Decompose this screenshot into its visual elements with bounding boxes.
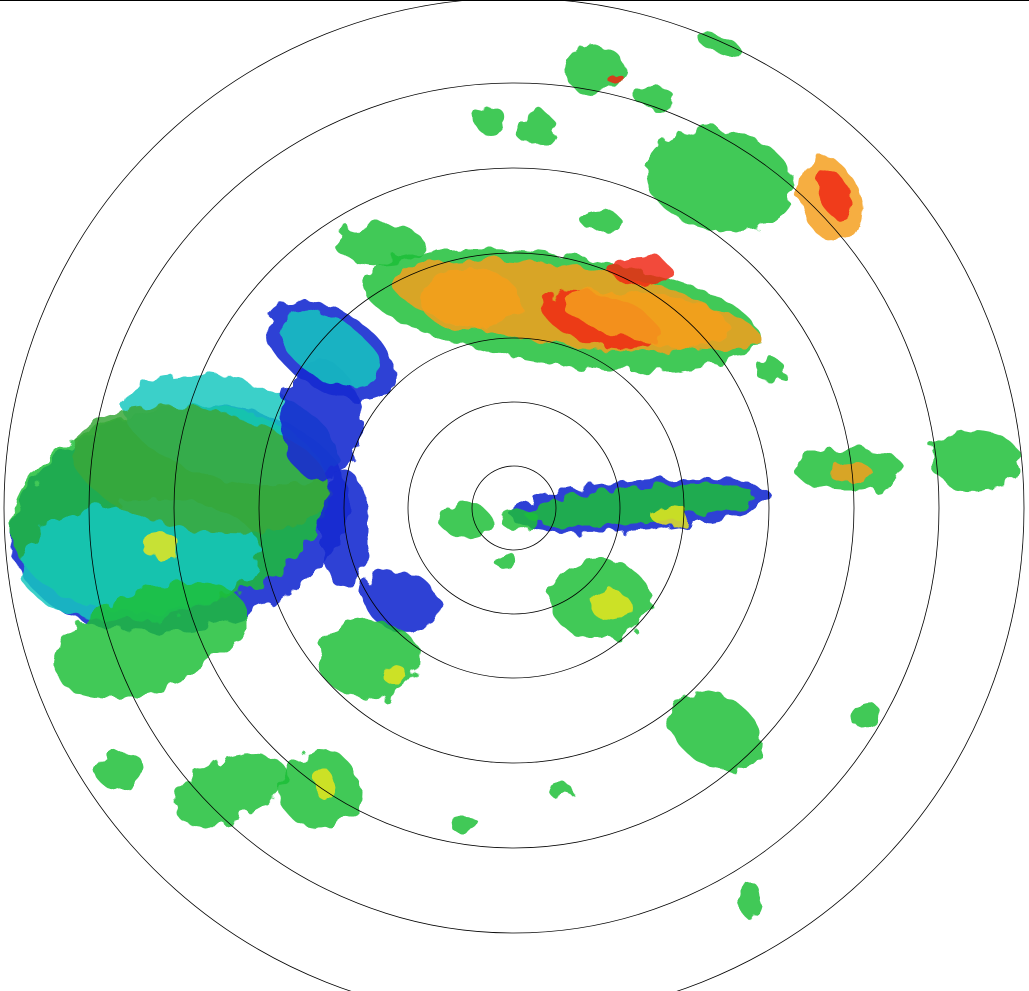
range-ring-6 [88, 82, 940, 934]
echo-light [280, 312, 380, 388]
echo-yellow [383, 665, 407, 685]
reflectivity-echoes [11, 33, 1020, 918]
echo-moderate [320, 620, 420, 700]
echo-weak [361, 568, 439, 632]
echo-yellow [140, 533, 180, 557]
echo-moderate [515, 110, 555, 146]
echo-moderate [930, 430, 1020, 490]
echo-moderate [635, 88, 675, 108]
top-border [0, 0, 1029, 1]
echo-moderate [851, 703, 879, 727]
echo-yellow [590, 590, 630, 620]
range-ring-5 [173, 167, 855, 849]
echo-moderate [580, 210, 620, 230]
echo-moderate [755, 358, 785, 382]
echo-moderate [440, 502, 490, 538]
echo-moderate [335, 225, 425, 265]
range-ring-3 [343, 337, 685, 679]
echo-moderate [500, 510, 540, 530]
echo-yellow [650, 505, 690, 525]
echo-moderate [668, 690, 762, 770]
echo-moderate [738, 882, 762, 918]
echo-moderate [645, 129, 795, 231]
echo-moderate [525, 484, 755, 526]
range-ring-1 [471, 465, 557, 551]
echo-green [71, 406, 329, 534]
range-ring-7 [3, 0, 1025, 991]
echo-orange [420, 270, 520, 330]
echo-moderate [95, 750, 145, 790]
echo-moderate [172, 755, 288, 825]
echo-heavy [818, 170, 852, 220]
range-ring-2 [407, 401, 621, 615]
range-ring-4 [258, 252, 770, 764]
echo-moderate [696, 33, 744, 57]
range-rings [3, 0, 1025, 991]
echo-heavy [610, 255, 670, 285]
echo-weak [320, 470, 370, 590]
echo-moderate [548, 782, 572, 798]
echo-moderate [475, 105, 505, 135]
echo-moderate [450, 817, 480, 833]
echo-orange [561, 289, 759, 351]
echo-moderate [54, 581, 246, 699]
echo-heavy [607, 72, 623, 84]
echo-orange [828, 462, 872, 482]
echo-moderate [493, 552, 517, 568]
echo-yellow [315, 770, 335, 800]
